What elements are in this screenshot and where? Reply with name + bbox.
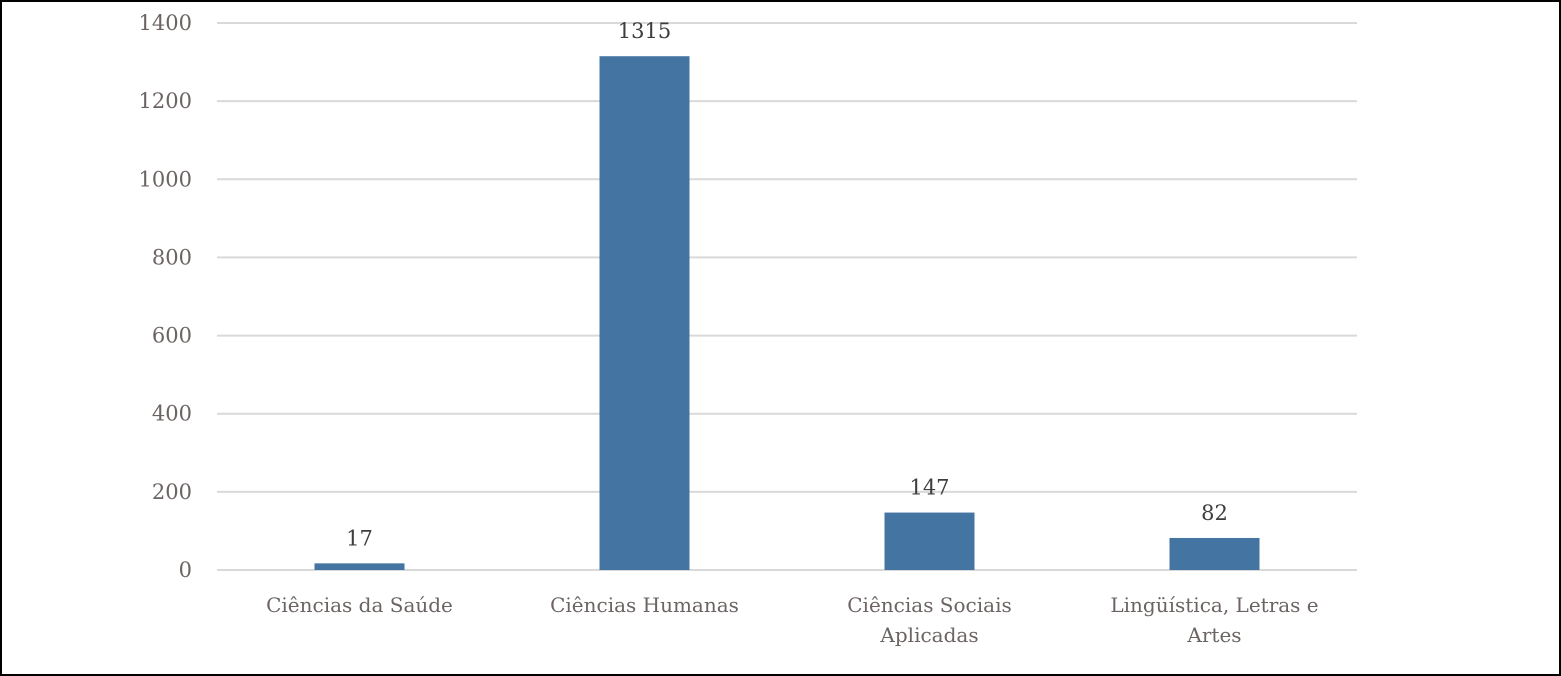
y-tick-label: 800 (152, 245, 192, 269)
y-tick-label: 1000 (139, 167, 192, 191)
bar (884, 512, 975, 570)
y-tick-label: 200 (152, 480, 192, 504)
y-tick-label: 1200 (139, 89, 192, 113)
y-axis: 0 200 400 600 800 1000 1200 1400 (139, 11, 192, 582)
data-label: 82 (1201, 501, 1228, 525)
x-tick-label: Ciências Humanas (550, 593, 739, 617)
bar (1169, 537, 1260, 570)
gridlines (217, 22, 1357, 571)
data-label: 17 (346, 526, 373, 550)
y-tick-label: 400 (152, 402, 192, 426)
y-tick-label: 600 (152, 324, 192, 348)
y-tick-label: 1400 (139, 11, 192, 35)
x-tick-label: Aplicadas (879, 623, 978, 647)
x-tick-label: Ciências Sociais (847, 593, 1011, 617)
bar (314, 563, 405, 570)
bars (314, 56, 1260, 571)
data-labels: 17 1315 147 82 (346, 19, 1228, 550)
x-tick-label: Artes (1186, 623, 1241, 647)
x-axis: Ciências da Saúde Ciências Humanas Ciência… (266, 593, 1319, 647)
bar (599, 56, 690, 571)
x-tick-label: Lingüística, Letras e (1110, 593, 1318, 617)
data-label: 1315 (618, 19, 671, 43)
y-tick-label: 0 (179, 558, 192, 582)
x-tick-label: Ciências da Saúde (266, 593, 453, 617)
data-label: 147 (909, 476, 949, 500)
